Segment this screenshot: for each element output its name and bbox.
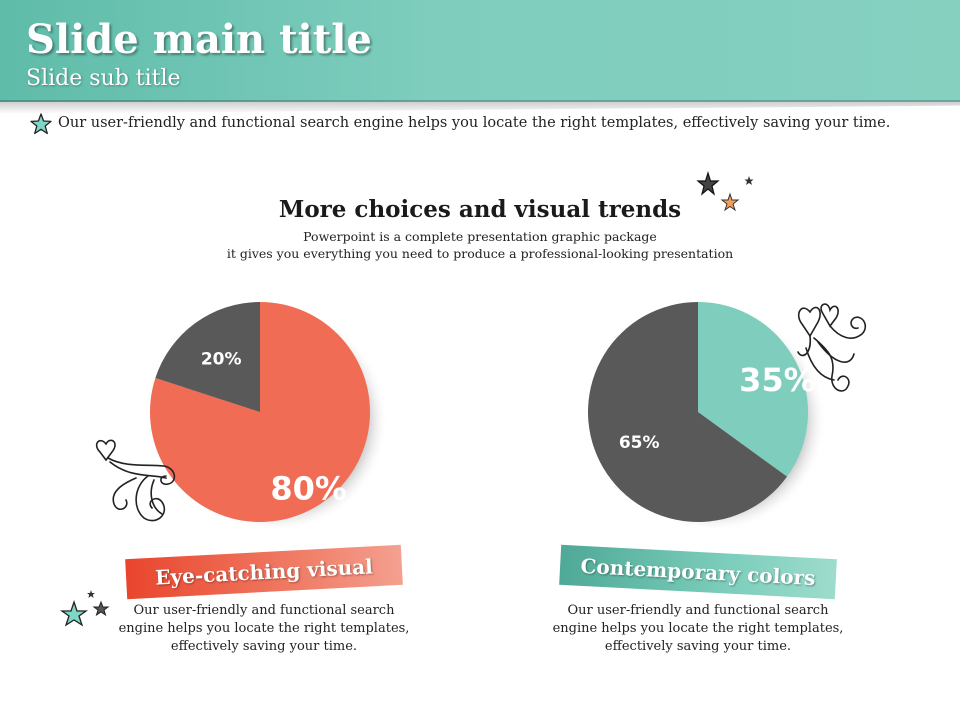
pie-slice-1-1 <box>587 302 787 523</box>
heart-swirl-doodle-icon <box>95 439 176 522</box>
caption-left: Our user-friendly and functional search … <box>114 602 414 656</box>
heart-swirl-doodle-icon-right <box>797 303 867 392</box>
star-icon <box>30 113 52 135</box>
pie-label-0-1: 20% <box>201 350 242 370</box>
section-description-line-2: it gives you everything you need to prod… <box>226 246 734 261</box>
header-banner <box>0 0 960 102</box>
pie-label-0-0: 80% <box>270 470 347 508</box>
caption-right-line-2: engine helps you locate the right templa… <box>552 621 844 636</box>
pie-slice-0-1 <box>155 302 260 412</box>
pie-chart-right: 35% 65% <box>587 302 816 523</box>
caption-left-line-2: engine helps you locate the right templa… <box>118 621 410 636</box>
doodle-stars-bottom-icon <box>59 590 110 627</box>
pie-slice-1-0 <box>698 302 808 477</box>
slide-subtitle: Slide sub title <box>26 66 181 91</box>
slide-title: Slide main title <box>26 16 372 63</box>
pie-chart-left: 80% 20% <box>150 302 370 522</box>
pie-label-1-1: 65% <box>619 433 660 453</box>
intro-text: Our user-friendly and functional search … <box>58 115 891 131</box>
section-title: More choices and visual trends <box>278 196 682 223</box>
caption-right-line-3: effectively saving your time. <box>604 639 792 654</box>
doodle-stars-icon <box>696 170 754 212</box>
section-description-line-1: Powerpoint is a complete presentation gr… <box>303 229 657 244</box>
caption-left-line-3: effectively saving your time. <box>170 639 358 654</box>
pie-label-1-0: 35% <box>739 361 816 399</box>
caption-right-line-1: Our user-friendly and functional search <box>567 603 829 618</box>
caption-left-line-1: Our user-friendly and functional search <box>133 603 395 618</box>
caption-right: Our user-friendly and functional search … <box>548 602 848 656</box>
